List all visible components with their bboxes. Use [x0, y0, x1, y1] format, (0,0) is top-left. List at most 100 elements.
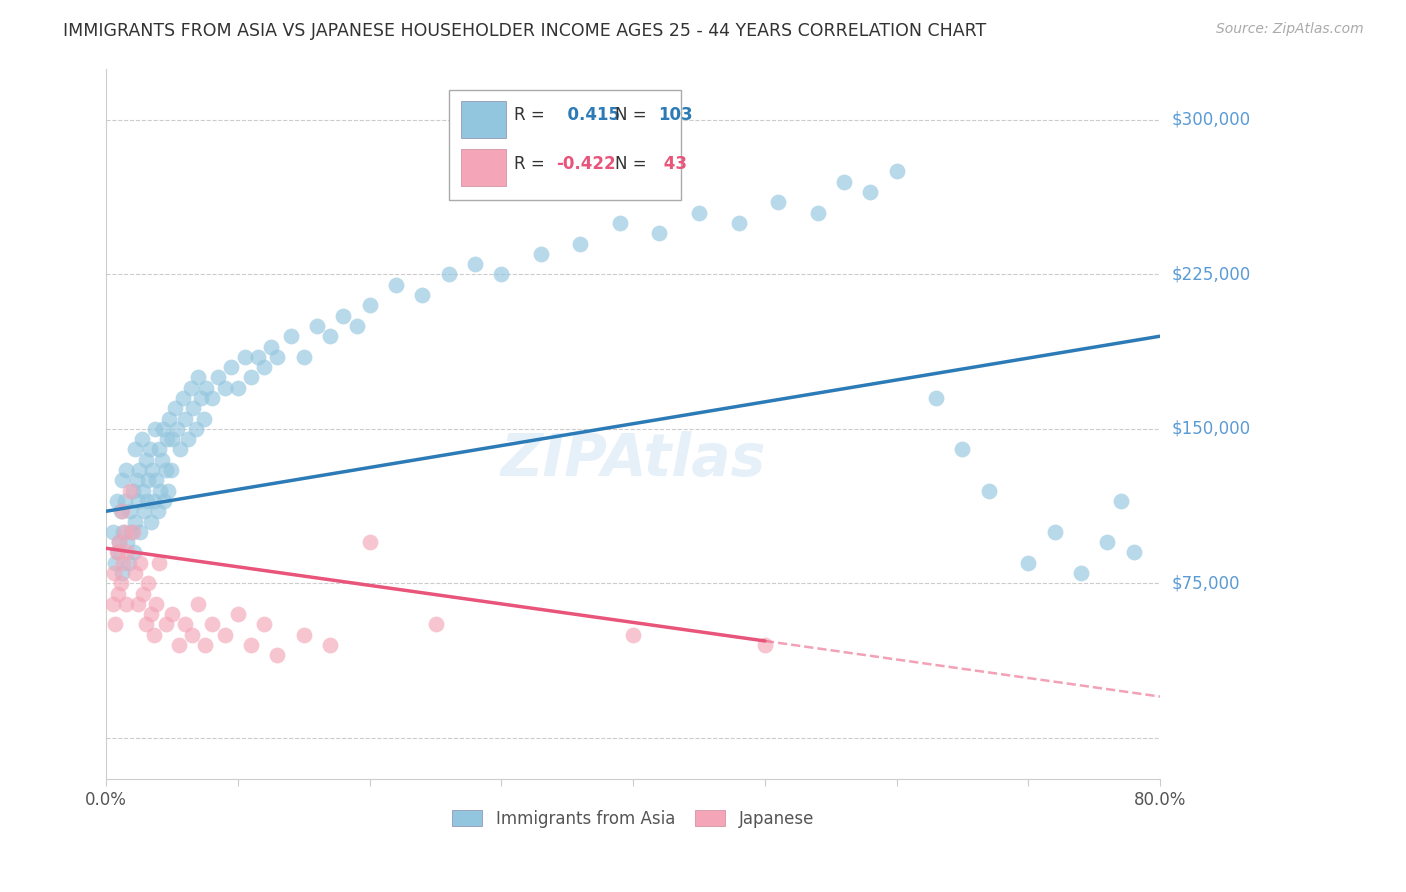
Point — [319, 638, 342, 652]
Point — [166, 422, 188, 436]
Point — [1070, 566, 1092, 580]
Point — [138, 576, 160, 591]
Point — [132, 586, 155, 600]
Point — [139, 607, 162, 622]
Point — [266, 648, 288, 663]
Text: IMMIGRANTS FROM ASIA VS JAPANESE HOUSEHOLDER INCOME AGES 25 - 44 YEARS CORRELATI: IMMIGRANTS FROM ASIA VS JAPANESE HOUSEHO… — [63, 22, 987, 40]
Bar — [461, 149, 506, 186]
Point — [139, 515, 162, 529]
Point — [107, 586, 129, 600]
Point — [138, 474, 160, 488]
Point — [266, 350, 288, 364]
Point — [142, 494, 165, 508]
Point — [195, 381, 218, 395]
Point — [332, 309, 354, 323]
Point — [135, 452, 157, 467]
Point — [115, 597, 138, 611]
Point — [240, 638, 263, 652]
Point — [174, 411, 197, 425]
Point — [621, 628, 644, 642]
Point — [108, 535, 131, 549]
Point — [129, 524, 152, 539]
Point — [187, 370, 209, 384]
Point — [131, 432, 153, 446]
Point — [240, 370, 263, 384]
Point — [112, 556, 135, 570]
Point — [437, 268, 460, 282]
Point — [127, 494, 149, 508]
Point — [385, 277, 408, 292]
FancyBboxPatch shape — [449, 90, 681, 200]
Point — [146, 504, 169, 518]
Point — [180, 381, 202, 395]
Point — [491, 268, 513, 282]
Point — [107, 545, 129, 559]
Point — [184, 422, 207, 436]
Point — [150, 452, 173, 467]
Text: $150,000: $150,000 — [1171, 420, 1250, 438]
Point — [112, 524, 135, 539]
Point — [160, 432, 183, 446]
Point — [155, 617, 177, 632]
Text: $75,000: $75,000 — [1171, 574, 1240, 592]
Point — [110, 576, 132, 591]
Point — [148, 556, 170, 570]
Point — [152, 422, 174, 436]
Point — [174, 617, 197, 632]
Point — [214, 628, 236, 642]
Point — [530, 247, 553, 261]
Point — [125, 474, 148, 488]
Point — [111, 474, 134, 488]
Point — [118, 483, 141, 498]
Point — [226, 381, 249, 395]
Point — [135, 617, 157, 632]
Point — [201, 617, 224, 632]
Point — [569, 236, 592, 251]
Point — [117, 535, 139, 549]
Point — [177, 432, 200, 446]
Point — [101, 524, 124, 539]
Text: ZIPAtlas: ZIPAtlas — [501, 431, 766, 488]
Text: $225,000: $225,000 — [1171, 266, 1250, 284]
Point — [1122, 545, 1144, 559]
Point — [138, 442, 160, 457]
Text: 0.415: 0.415 — [557, 105, 620, 124]
Point — [115, 463, 138, 477]
Point — [127, 597, 149, 611]
Point — [159, 463, 181, 477]
Point — [648, 226, 671, 240]
Point — [1017, 556, 1039, 570]
Point — [141, 463, 163, 477]
Point — [145, 474, 167, 488]
Point — [859, 185, 882, 199]
Point — [114, 524, 136, 539]
Point — [111, 504, 134, 518]
Point — [305, 318, 328, 333]
Point — [132, 483, 155, 498]
Point — [103, 566, 125, 580]
Point — [167, 638, 190, 652]
Point — [128, 463, 150, 477]
Point — [886, 164, 908, 178]
Point — [148, 442, 170, 457]
Text: R =: R = — [515, 155, 544, 173]
Point — [136, 494, 159, 508]
Point — [193, 411, 215, 425]
Point — [806, 205, 828, 219]
Point — [292, 628, 315, 642]
Point — [246, 350, 269, 364]
Point — [194, 638, 217, 652]
Point — [104, 556, 127, 570]
Point — [925, 391, 948, 405]
Point — [187, 597, 209, 611]
Point — [346, 318, 368, 333]
Point — [464, 257, 486, 271]
Point — [111, 566, 134, 580]
Point — [1097, 535, 1119, 549]
Point — [105, 545, 128, 559]
Point — [233, 350, 256, 364]
Point — [145, 597, 167, 611]
Point — [110, 504, 132, 518]
Point — [180, 628, 202, 642]
Text: 43: 43 — [658, 155, 688, 173]
